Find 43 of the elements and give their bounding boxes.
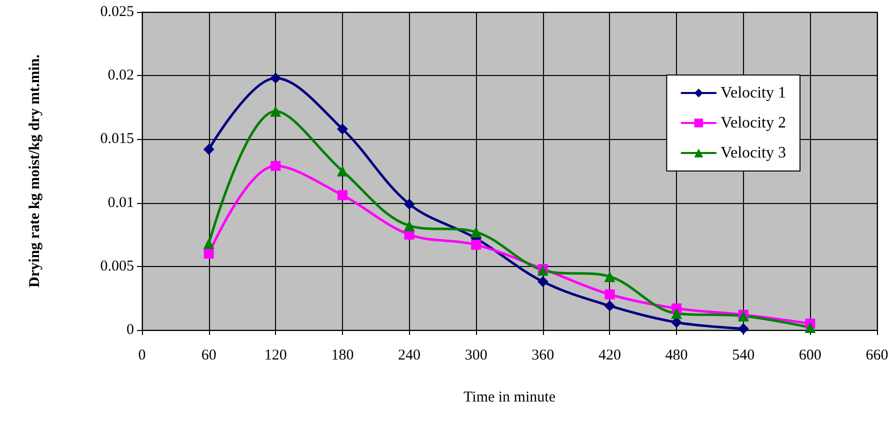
- point: [204, 248, 214, 259]
- point: [404, 220, 415, 232]
- point: [270, 72, 282, 84]
- point: [604, 289, 615, 300]
- point: [738, 323, 749, 334]
- point: [804, 322, 816, 333]
- x-tick-label: 180: [331, 348, 354, 364]
- x-tick-label: 600: [798, 348, 822, 364]
- y-tick-label: 0.025: [100, 4, 134, 20]
- point: [203, 144, 214, 155]
- y-tick-label: 0.01: [108, 194, 134, 211]
- point: [270, 106, 282, 117]
- x-tick-label: 480: [665, 348, 688, 364]
- y-tick-label: 0.005: [100, 258, 134, 274]
- x-tick-label: 540: [732, 348, 755, 364]
- point: [537, 276, 548, 288]
- point: [404, 198, 415, 210]
- point: [471, 240, 482, 250]
- legend-label: Velocity 3: [720, 144, 786, 162]
- point: [203, 238, 214, 250]
- x-tick-label: 120: [264, 348, 287, 364]
- legend-label: Velocity 1: [720, 84, 786, 102]
- x-tick-label: 300: [464, 348, 488, 364]
- x-tick-label: 360: [532, 348, 554, 364]
- x-tick-label: 0: [138, 348, 146, 364]
- point: [671, 308, 682, 319]
- point: [270, 160, 281, 171]
- legend-label: Velocity 2: [720, 114, 786, 132]
- y-tick-label: 0: [126, 322, 134, 338]
- x-tick-label: 660: [866, 348, 888, 364]
- point: [337, 190, 348, 200]
- point: [604, 271, 616, 282]
- y-tick-label: 0.015: [100, 131, 134, 148]
- y-axis-title: Drying rate kg moist/kg dry mt.min.: [27, 54, 43, 288]
- point: [336, 124, 348, 135]
- point: [336, 166, 348, 176]
- x-tick-label: 240: [398, 348, 421, 364]
- x-axis-title: Time in minute: [464, 390, 556, 406]
- x-tick-label: 60: [201, 348, 216, 364]
- x-tick-label: 420: [598, 348, 621, 364]
- point: [604, 300, 616, 312]
- y-tick-label: 0.02: [108, 68, 134, 84]
- point: [470, 226, 482, 238]
